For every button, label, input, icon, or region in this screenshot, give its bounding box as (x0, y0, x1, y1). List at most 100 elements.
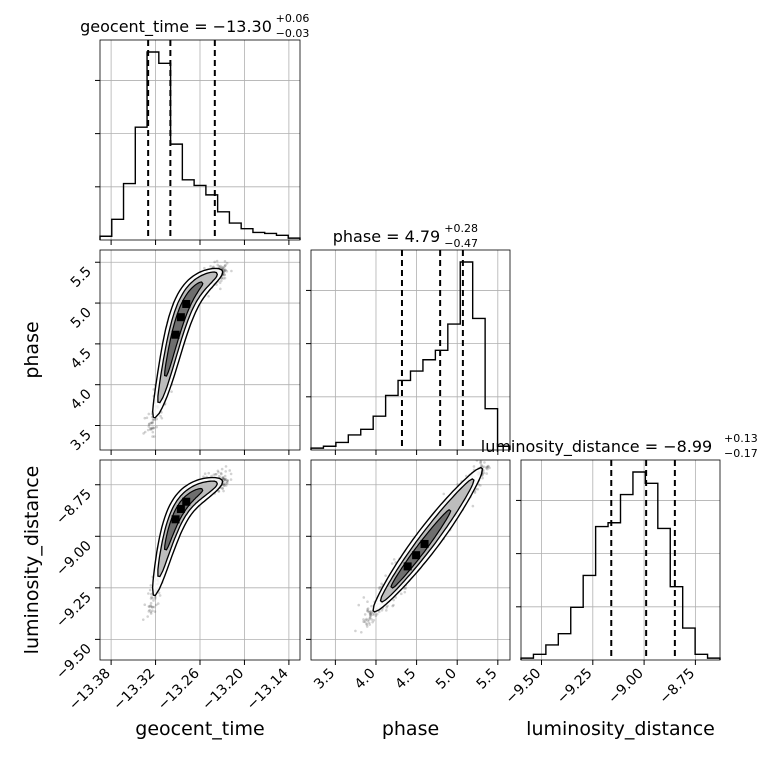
scatter-point (148, 588, 152, 592)
scatter-point (226, 481, 229, 485)
y-tick-label: −9.25 (53, 589, 95, 631)
scatter-point (220, 472, 223, 476)
title-superscript: +0.28 (444, 222, 478, 235)
scatter-point (203, 266, 206, 270)
scatter-point (372, 612, 376, 616)
scatter-point (223, 265, 226, 268)
scatter-point (220, 265, 223, 269)
scatter-point (203, 472, 207, 475)
scatter-point (371, 620, 374, 624)
scatter-point (215, 472, 218, 476)
scatter-point (150, 427, 154, 431)
scatter-point (370, 611, 373, 614)
scatter-point (153, 597, 157, 600)
scatter-point (365, 623, 369, 626)
hist-panel-luminosity_distance: luminosity_distance = −8.99 +0.13 −0.17 (481, 432, 758, 661)
scatter-point (221, 477, 225, 480)
scatter-point (151, 596, 154, 600)
scatter-point (485, 472, 489, 475)
scatter-point (386, 604, 389, 608)
y-tick-label: −8.75 (53, 486, 95, 528)
scatter-point (479, 460, 483, 463)
scatter-point (222, 269, 226, 272)
scatter-point (210, 474, 213, 478)
y-tick-label: 3.5 (68, 427, 95, 454)
scatter-point (480, 464, 483, 467)
panel-background (521, 460, 720, 660)
density-peak (176, 504, 185, 513)
scatter-point (153, 610, 157, 613)
scatter-point (369, 612, 372, 616)
scatter-point (223, 259, 227, 263)
scatter-point (217, 470, 220, 474)
scatter-point (471, 504, 475, 508)
panel-background (311, 250, 510, 450)
scatter-point (213, 260, 216, 264)
scatter-point (403, 587, 406, 590)
density-panel-phase-vs-luminosity_distance (310, 457, 511, 661)
scatter-point (147, 422, 151, 426)
scatter-point (220, 279, 223, 283)
scatter-point (403, 590, 407, 594)
scatter-point (404, 586, 408, 590)
scatter-point (209, 264, 212, 268)
hist-panel-phase: phase = 4.79 +0.28 −0.47 (306, 222, 511, 451)
scatter-point (360, 630, 363, 634)
scatter-point (225, 270, 229, 273)
scatter-point (149, 421, 153, 425)
scatter-point (481, 476, 484, 480)
scatter-point (367, 621, 371, 625)
scatter-point (399, 592, 403, 596)
scatter-point (368, 611, 372, 614)
scatter-point (482, 471, 486, 475)
scatter-point (223, 482, 226, 485)
scatter-point (151, 426, 154, 430)
x-axis-label: phase (382, 718, 439, 740)
scatter-point (392, 603, 395, 607)
x-tick-label: −9.00 (605, 666, 647, 708)
scatter-point (223, 474, 227, 478)
scatter-point (225, 480, 229, 483)
scatter-point (357, 603, 361, 607)
scatter-point (229, 478, 233, 481)
scatter-point (475, 460, 479, 462)
y-tick-label: 5.0 (68, 305, 95, 332)
density-peak (171, 330, 180, 339)
y-tick-label: −9.00 (53, 538, 95, 580)
scatter-point (143, 430, 147, 434)
scatter-point (151, 605, 154, 609)
scatter-point (362, 618, 365, 621)
scatter-point (143, 603, 147, 606)
scatter-point (392, 558, 396, 561)
scatter-point (153, 418, 157, 422)
scatter-point (229, 472, 233, 476)
scatter-point (371, 613, 375, 616)
scatter-point (146, 428, 150, 432)
scatter-point (154, 595, 157, 599)
scatter-point (486, 464, 490, 468)
scatter-point (392, 598, 395, 602)
scatter-point (152, 417, 155, 421)
scatter-point (222, 476, 225, 480)
scatter-point (226, 479, 230, 482)
scatter-point (212, 265, 215, 269)
scatter-point (170, 390, 173, 393)
scatter-point (226, 479, 229, 482)
scatter-point (366, 607, 370, 610)
scatter-point (486, 457, 489, 460)
scatter-point (224, 477, 228, 481)
scatter-point (222, 484, 226, 487)
scatter-point (216, 263, 220, 267)
contour-outer (151, 476, 224, 597)
scatter-point (157, 591, 161, 595)
scatter-point (479, 460, 482, 464)
scatter-point (473, 491, 477, 494)
scatter-point (149, 610, 153, 614)
scatter-point (369, 609, 372, 613)
scatter-point (214, 473, 217, 476)
y-axis-label: luminosity_distance (21, 466, 43, 655)
y-tick-label: 4.5 (68, 345, 95, 372)
scatter-point (479, 461, 483, 465)
scatter-point (486, 465, 489, 469)
scatter-point (202, 475, 205, 478)
